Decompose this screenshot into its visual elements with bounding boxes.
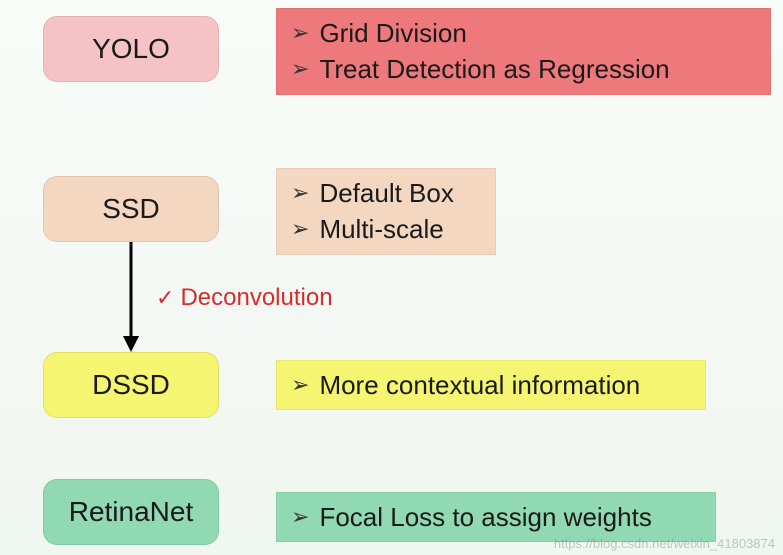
- node-dssd-label: DSSD: [92, 369, 170, 401]
- edge-annotation-text: Deconvolution: [180, 284, 332, 312]
- desc-yolo-item-0: ➢ Grid Division: [291, 15, 758, 51]
- chevron-icon: ➢: [291, 370, 309, 401]
- desc-dssd-text-0: More contextual information: [319, 367, 640, 403]
- edge-annotation: ✓ Deconvolution: [156, 284, 333, 312]
- desc-yolo-text-0: Grid Division: [319, 15, 466, 51]
- node-yolo: YOLO: [43, 16, 219, 82]
- chevron-icon: ➢: [291, 214, 309, 245]
- chevron-icon: ➢: [291, 54, 309, 85]
- desc-ssd-text-0: Default Box: [319, 175, 453, 211]
- node-ssd-label: SSD: [102, 193, 160, 225]
- desc-ssd-item-1: ➢ Multi-scale: [291, 211, 483, 247]
- desc-yolo-text-1: Treat Detection as Regression: [319, 51, 669, 87]
- desc-yolo-item-1: ➢ Treat Detection as Regression: [291, 51, 758, 87]
- node-yolo-label: YOLO: [92, 33, 170, 65]
- arrow-ssd-to-dssd: [118, 242, 144, 354]
- desc-dssd: ➢ More contextual information: [276, 360, 706, 410]
- chevron-icon: ➢: [291, 502, 309, 533]
- node-dssd: DSSD: [43, 352, 219, 418]
- desc-ssd: ➢ Default Box ➢ Multi-scale: [276, 168, 496, 255]
- desc-dssd-item-0: ➢ More contextual information: [291, 367, 693, 403]
- node-retinanet: RetinaNet: [43, 479, 219, 545]
- desc-retinanet: ➢ Focal Loss to assign weights: [276, 492, 716, 542]
- chevron-icon: ➢: [291, 18, 309, 49]
- desc-retinanet-text-0: Focal Loss to assign weights: [319, 499, 651, 535]
- desc-ssd-text-1: Multi-scale: [319, 211, 443, 247]
- node-retinanet-label: RetinaNet: [69, 496, 194, 528]
- desc-retinanet-item-0: ➢ Focal Loss to assign weights: [291, 499, 703, 535]
- desc-yolo: ➢ Grid Division ➢ Treat Detection as Reg…: [276, 8, 771, 95]
- chevron-icon: ➢: [291, 178, 309, 209]
- check-icon: ✓: [156, 285, 174, 311]
- node-ssd: SSD: [43, 176, 219, 242]
- watermark: https://blog.csdn.net/weixin_41803874: [554, 536, 775, 551]
- desc-ssd-item-0: ➢ Default Box: [291, 175, 483, 211]
